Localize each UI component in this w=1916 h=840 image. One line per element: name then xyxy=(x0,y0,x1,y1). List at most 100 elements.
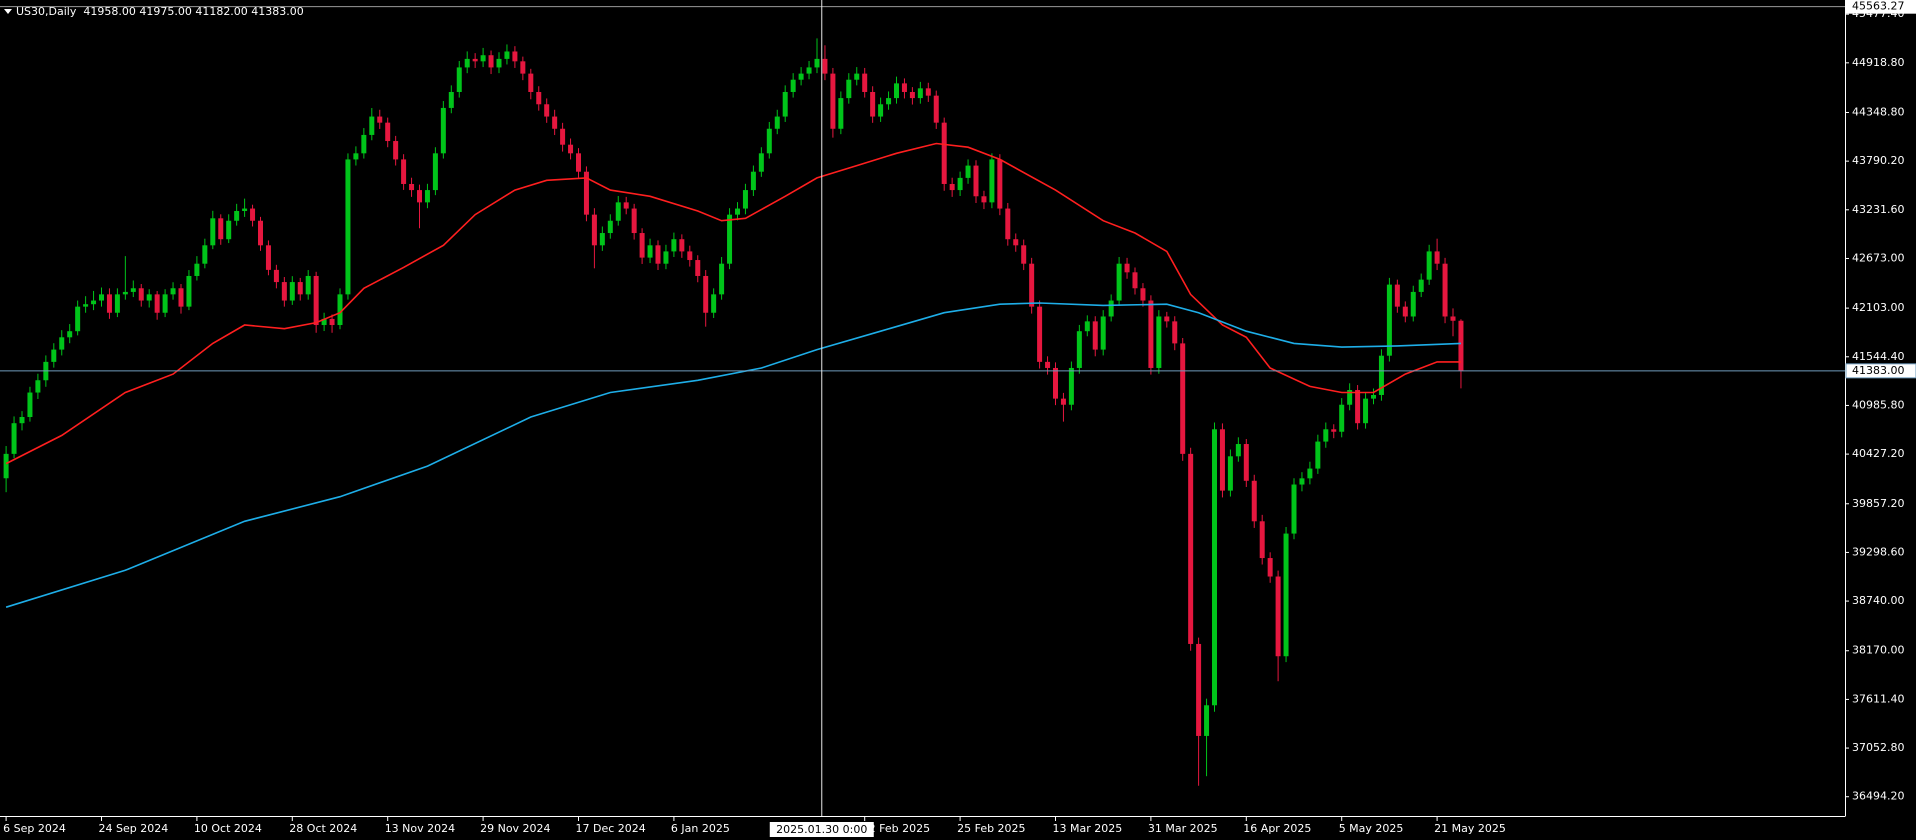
candle-body xyxy=(591,214,597,246)
x-tick-label: 6 Jan 2025 xyxy=(671,822,730,835)
candle-body xyxy=(512,51,518,62)
candle-body xyxy=(727,214,733,264)
candle-body xyxy=(226,220,232,240)
candle-body xyxy=(528,73,534,92)
candle-body xyxy=(1402,306,1408,317)
y-tick-label: 39857.20 xyxy=(1852,497,1905,510)
candle-body xyxy=(1045,361,1051,368)
candle-body xyxy=(297,282,303,295)
candle-body xyxy=(504,51,510,59)
candle-body xyxy=(1021,245,1027,264)
candle-body xyxy=(1116,263,1122,301)
candle-body xyxy=(480,55,486,62)
candle-body xyxy=(281,282,287,301)
candle-body xyxy=(1084,321,1090,332)
candle-body xyxy=(27,392,33,418)
candle-body xyxy=(1371,394,1376,399)
candle-body xyxy=(973,165,979,197)
candle-body xyxy=(1068,367,1074,405)
candle-body xyxy=(138,288,144,301)
candle-body xyxy=(329,318,335,326)
candle-body xyxy=(1291,484,1297,534)
candle-body xyxy=(1180,343,1186,454)
candle-body xyxy=(1029,263,1035,307)
candle-body xyxy=(1267,558,1273,577)
candle-body xyxy=(186,275,192,307)
candle-body xyxy=(647,245,653,258)
candle-body xyxy=(1275,576,1281,657)
candle-body xyxy=(1156,316,1162,368)
candle-body xyxy=(838,98,844,129)
candle-body xyxy=(1219,429,1225,491)
x-tick-label: 17 Dec 2024 xyxy=(576,822,646,835)
candle-body xyxy=(1196,643,1202,736)
candle-body xyxy=(202,245,208,264)
candle-body xyxy=(178,288,184,307)
candle-body xyxy=(607,220,613,234)
candle-body xyxy=(925,88,931,96)
candle-body xyxy=(941,122,947,184)
candle-body xyxy=(758,153,764,172)
x-tick-label: 16 Apr 2025 xyxy=(1243,822,1311,835)
candle-body xyxy=(218,218,224,240)
candle-body xyxy=(337,294,343,326)
candle-body xyxy=(1323,429,1329,442)
candle-body xyxy=(1076,331,1082,368)
x-tick-label: 13 Nov 2024 xyxy=(385,822,455,835)
candle-body xyxy=(830,73,836,129)
y-tick-label: 37052.80 xyxy=(1852,741,1905,754)
candle-body xyxy=(997,159,1003,209)
candle-body xyxy=(1386,284,1392,356)
candle-body xyxy=(417,190,422,203)
candle-body xyxy=(957,177,963,191)
candle-body xyxy=(3,453,9,479)
candle-body xyxy=(933,95,939,123)
moving-average-line xyxy=(5,302,1462,608)
x-tick-label: 13 Mar 2025 xyxy=(1053,822,1123,835)
candle-body xyxy=(1315,441,1321,469)
candle-body xyxy=(735,208,740,215)
x-tick-label: 24 Sep 2024 xyxy=(99,822,169,835)
x-tick-label: 25 Feb 2025 xyxy=(957,822,1025,835)
candle-body xyxy=(790,79,796,92)
candle-body xyxy=(552,116,558,129)
candle-body xyxy=(1140,288,1146,301)
candle-body xyxy=(1331,429,1337,432)
y-tick-label: 42103.00 xyxy=(1852,301,1905,314)
y-tick-label: 44348.80 xyxy=(1852,105,1905,118)
candle-body xyxy=(822,58,828,74)
candle-body xyxy=(369,116,375,135)
candle-body xyxy=(377,116,383,123)
candle-body xyxy=(766,128,772,154)
candle-body xyxy=(663,251,669,264)
candle-body xyxy=(1108,300,1114,317)
candle-body xyxy=(742,190,748,209)
candle-body xyxy=(361,134,367,154)
candle-body xyxy=(401,159,407,184)
y-tick-label: 39298.60 xyxy=(1852,545,1905,558)
candle-body xyxy=(106,294,112,313)
candle-body xyxy=(162,294,168,313)
candle-body xyxy=(1458,320,1464,371)
candle-body xyxy=(1426,251,1432,280)
candle-body xyxy=(1060,398,1066,405)
candle-body xyxy=(536,91,542,105)
candle-body xyxy=(1013,239,1019,246)
candle-body xyxy=(1363,398,1369,424)
candle-body xyxy=(583,171,589,215)
y-tick-label: 43790.20 xyxy=(1852,154,1905,167)
candle-body xyxy=(448,91,454,108)
candle-body xyxy=(989,159,995,203)
x-tick-label: 10 Oct 2024 xyxy=(194,822,262,835)
candle-body xyxy=(870,91,876,117)
candle-body xyxy=(1410,291,1416,317)
candle-body xyxy=(878,104,884,117)
candle-body xyxy=(1132,272,1138,289)
candle-body xyxy=(1227,456,1233,491)
candle-body xyxy=(170,288,176,295)
candle-body xyxy=(289,282,295,301)
y-tick-label: 38740.00 xyxy=(1852,594,1905,607)
candle-body xyxy=(544,104,550,117)
y-tick-label: 41544.40 xyxy=(1852,350,1905,363)
